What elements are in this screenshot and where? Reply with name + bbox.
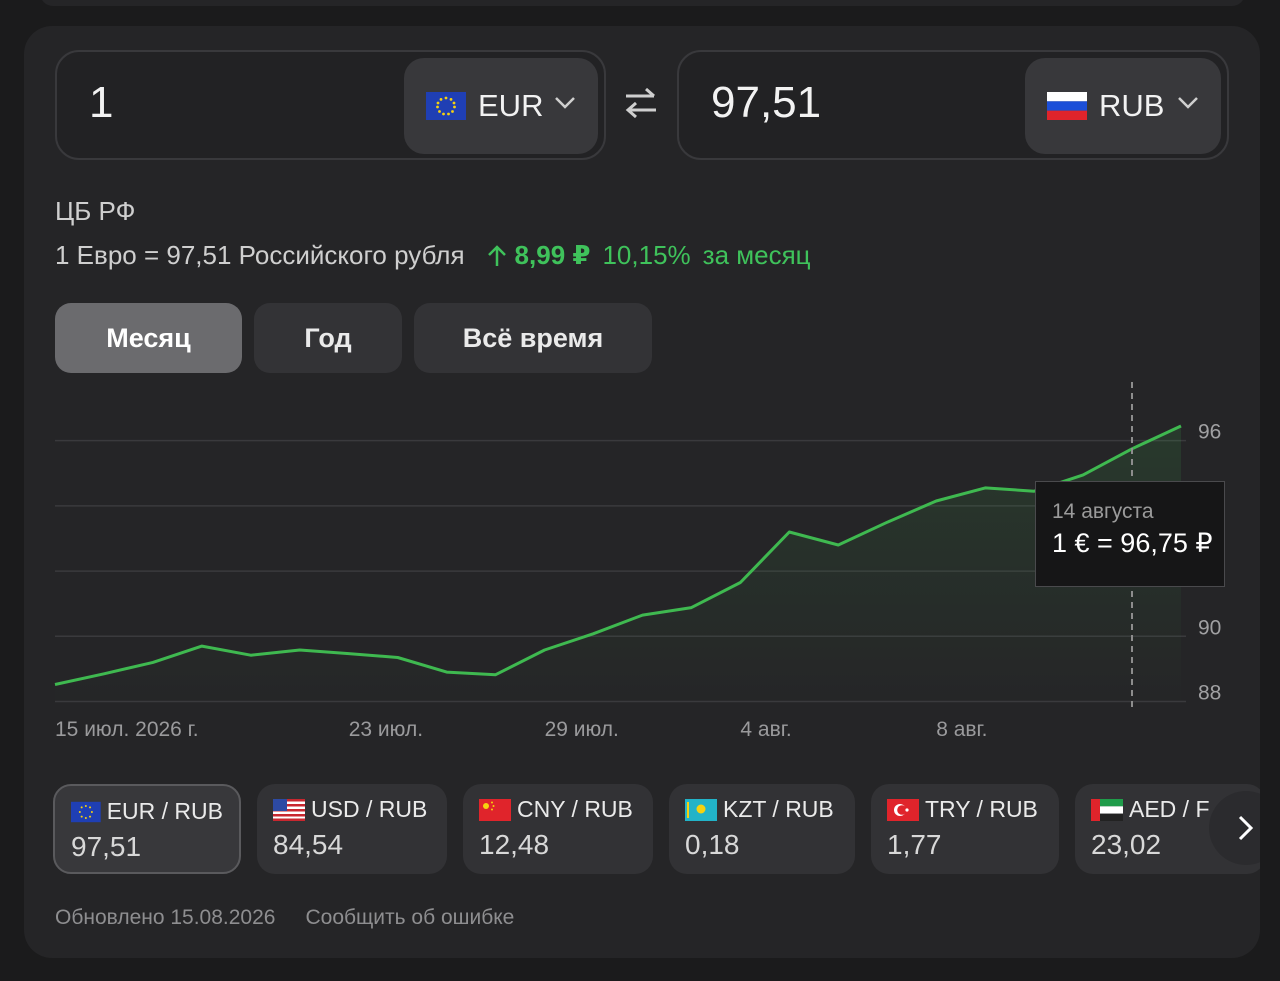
- from-currency-code: EUR: [478, 88, 544, 123]
- pair-label: TRY / RUB: [925, 796, 1038, 822]
- to-amount-value[interactable]: 97,51: [711, 78, 822, 127]
- pair-label: USD / RUB: [311, 796, 428, 822]
- data-point: [151, 660, 155, 664]
- data-point: [983, 486, 987, 490]
- from-amount-value[interactable]: 1: [89, 78, 114, 127]
- x-tick-label: 29 июл.: [545, 718, 619, 741]
- scroll-right-button[interactable]: [1209, 791, 1260, 865]
- data-point: [934, 499, 938, 503]
- data-point: [689, 606, 693, 610]
- tab-all-time[interactable]: Всё время: [414, 303, 652, 373]
- from-currency-select[interactable]: EUR: [404, 58, 598, 154]
- us-flag-icon: [273, 798, 305, 821]
- rate-delta-period: за месяц: [702, 240, 811, 270]
- pair-label: AED / F: [1129, 796, 1210, 822]
- data-point: [738, 580, 742, 584]
- pair-card-try-rub[interactable]: TRY / RUB 1,77: [871, 784, 1059, 874]
- data-point: [543, 648, 547, 652]
- rate-chart-area: [55, 426, 1181, 708]
- chart-tooltip: 14 августа 1 € = 96,75 ₽: [1035, 481, 1225, 587]
- to-currency-code: RUB: [1099, 88, 1165, 123]
- tooltip-date: 14 августа: [1052, 500, 1154, 523]
- pair-value: 97,51: [71, 831, 142, 862]
- converter-card: 1 EUR 97,51: [24, 26, 1260, 958]
- pair-label: EUR / RUB: [106, 798, 223, 824]
- pair-value: 0,18: [685, 829, 740, 860]
- data-point: [200, 644, 204, 648]
- pair-value: 12,48: [479, 829, 550, 860]
- tab-month[interactable]: Месяц: [55, 303, 242, 373]
- data-point: [445, 670, 449, 674]
- rate-delta-pct: 10,15%: [602, 240, 691, 270]
- rate-text: 1 Евро = 97,51 Российского рубля: [55, 240, 465, 270]
- x-tick-label: 15 июл. 2026 г.: [55, 718, 199, 741]
- chevron-right-icon: [1238, 815, 1254, 841]
- data-point: [836, 543, 840, 547]
- data-point: [787, 530, 791, 534]
- currency-pairs-list: EUR / RUB 97,51 USD / RUB 84,54: [53, 784, 1260, 874]
- pair-card-eur-rub[interactable]: EUR / RUB 97,51: [53, 784, 241, 874]
- rate-delta-abs: 8,99 ₽: [514, 240, 591, 270]
- pair-label: CNY / RUB: [517, 796, 633, 822]
- kz-flag-icon: [685, 798, 717, 821]
- chevron-down-icon: [555, 97, 575, 109]
- updated-text: Обновлено 15.08.2026: [55, 906, 276, 929]
- x-tick-label: 8 авг.: [936, 718, 987, 741]
- data-point: [1130, 447, 1134, 451]
- data-point: [1081, 473, 1085, 477]
- from-amount-field[interactable]: 1 EUR: [55, 50, 606, 160]
- data-point: [494, 673, 498, 677]
- data-point: [396, 655, 400, 659]
- swap-currencies-icon[interactable]: [622, 86, 660, 120]
- chevron-down-icon: [1178, 97, 1198, 109]
- data-point: [102, 672, 106, 676]
- data-point: [885, 520, 889, 524]
- pair-card-usd-rub[interactable]: USD / RUB 84,54: [257, 784, 447, 874]
- x-tick-label: 4 авг.: [740, 718, 791, 741]
- y-tick-label: 90: [1198, 616, 1221, 639]
- data-point: [592, 632, 596, 636]
- footer: Обновлено 15.08.2026 Сообщить об ошибке: [55, 906, 514, 930]
- rate-chart-line: [54, 424, 1182, 686]
- y-tick-label: 88: [1198, 681, 1221, 704]
- arrow-up-icon: [487, 244, 506, 266]
- ru-flag-icon: [1047, 92, 1087, 120]
- pair-label: KZT / RUB: [723, 796, 834, 822]
- pair-card-cny-rub[interactable]: CNY / RUB 12,48: [463, 784, 653, 874]
- to-amount-field[interactable]: 97,51 RUB: [677, 50, 1229, 160]
- data-point: [640, 613, 644, 617]
- tr-flag-icon: [887, 798, 919, 821]
- data-point: [347, 652, 351, 656]
- pair-value: 84,54: [273, 829, 344, 860]
- tab-year[interactable]: Год: [254, 303, 402, 373]
- rate-source: ЦБ РФ: [55, 196, 136, 226]
- eu-flag-icon: [426, 92, 466, 120]
- rate-summary: 1 Евро = 97,51 Российского рубля 8,99 ₽ …: [55, 240, 811, 271]
- pair-value: 23,02: [1091, 829, 1162, 860]
- ae-flag-icon: [1091, 798, 1123, 821]
- pair-card-kzt-rub[interactable]: KZT / RUB 0,18: [669, 784, 855, 874]
- tooltip-value: 1 € = 96,75 ₽: [1052, 528, 1213, 558]
- data-point: [53, 683, 57, 687]
- data-point: [249, 653, 253, 657]
- x-tick-label: 23 июл.: [349, 718, 423, 741]
- eu-flag-icon: [71, 801, 101, 822]
- report-error-link[interactable]: Сообщить об ошибке: [305, 906, 515, 929]
- y-tick-label: 96: [1198, 421, 1221, 444]
- data-point: [298, 648, 302, 652]
- to-currency-select[interactable]: RUB: [1025, 58, 1221, 154]
- period-tabs: Месяц Год Всё время: [55, 303, 652, 373]
- rate-chart[interactable]: 96 90 88 15 июл. 2026 г. 23 июл. 29 июл. 4 ав…: [24, 26, 1260, 746]
- data-point: [1179, 424, 1183, 428]
- cn-flag-icon: [479, 798, 511, 821]
- pair-value: 1,77: [887, 829, 942, 860]
- top-panel-edge: [40, 0, 1245, 6]
